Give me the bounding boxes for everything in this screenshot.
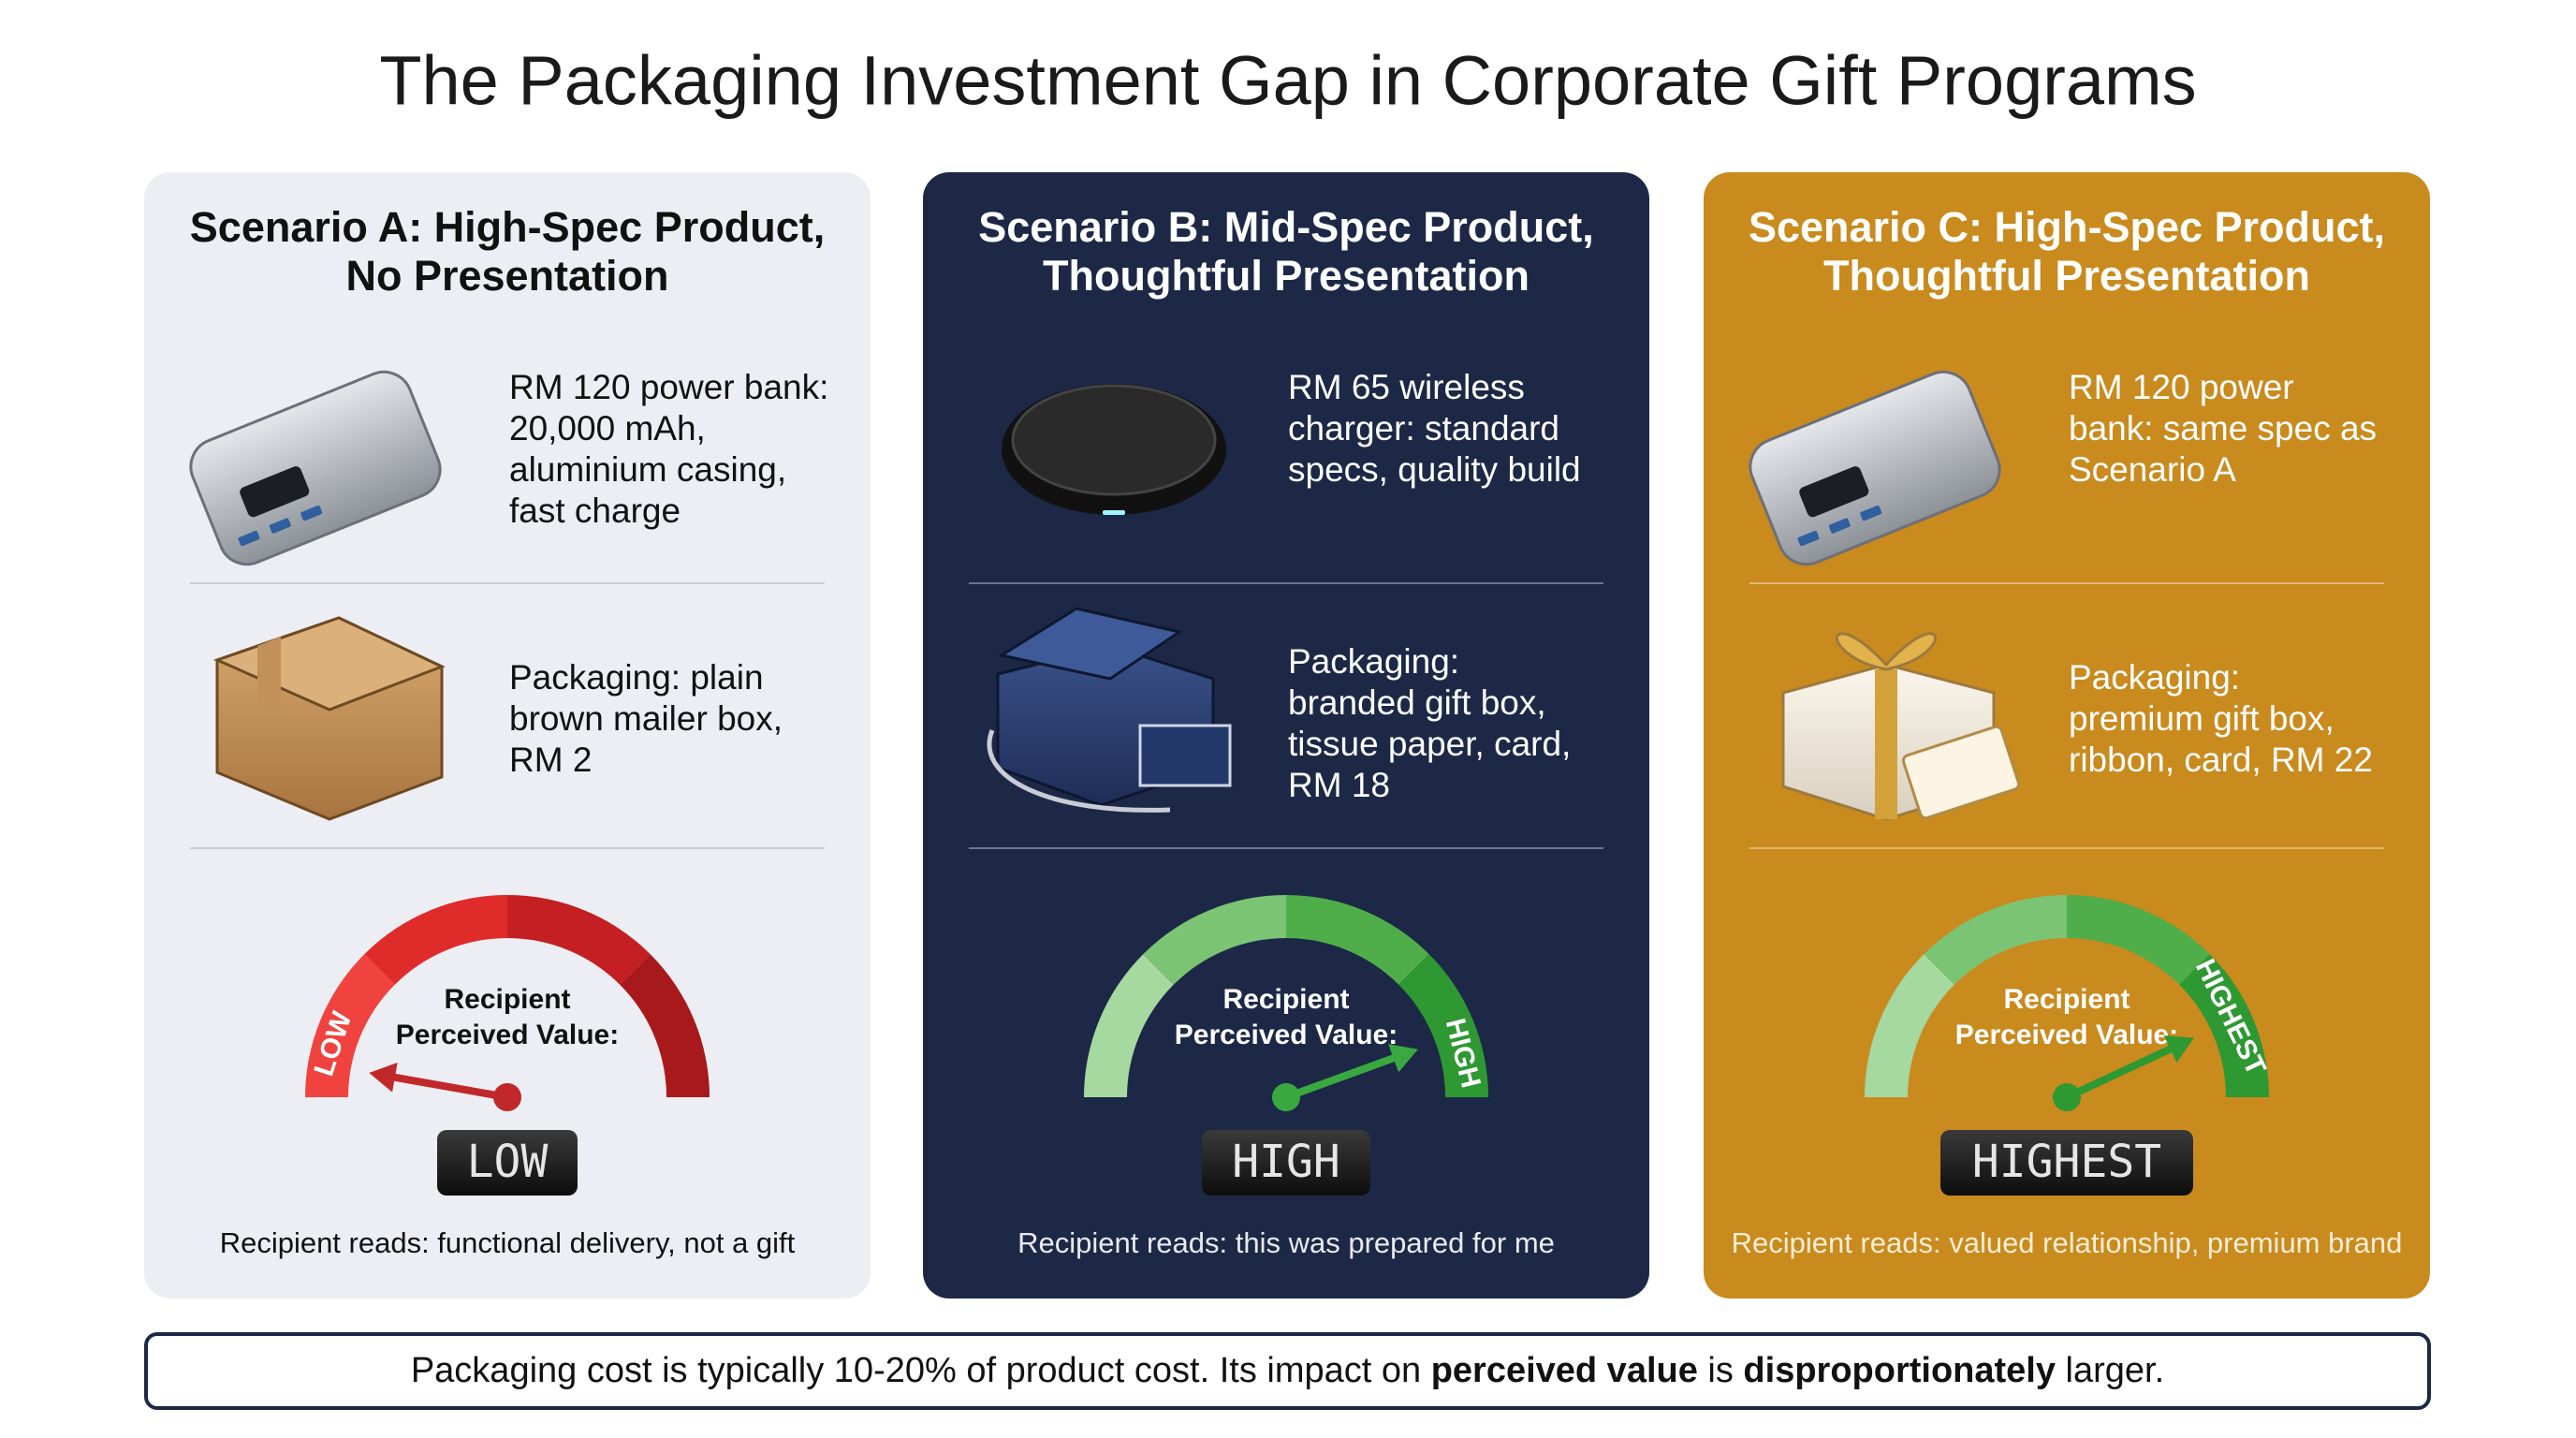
panel-reads: Recipient reads: valued relationship, pr… bbox=[1732, 1226, 2403, 1259]
tape bbox=[257, 637, 281, 716]
footer-text: larger. bbox=[2056, 1351, 2165, 1390]
packaging-text: Packaging: bbox=[1288, 642, 1459, 681]
gauge-label: Recipient bbox=[2003, 984, 2130, 1015]
gauge-segment bbox=[305, 954, 395, 1097]
gauge-label: Recipient bbox=[444, 984, 570, 1015]
needle-hub bbox=[1272, 1083, 1300, 1111]
usb-port bbox=[1828, 518, 1851, 534]
gauge-display bbox=[437, 1130, 578, 1196]
ribbon bbox=[987, 729, 1171, 813]
panel-title: Scenario B: Mid-Spec Product, bbox=[978, 203, 1594, 251]
packaging-text: ribbon, card, RM 22 bbox=[2069, 741, 2373, 779]
gauge-display-text: HIGH bbox=[1232, 1136, 1340, 1188]
packaging-text: premium gift box, bbox=[2069, 699, 2334, 738]
product-text: aluminium casing, bbox=[509, 450, 786, 489]
gauge-display bbox=[1940, 1130, 2193, 1196]
panel-title: Scenario C: High-Spec Product, bbox=[1749, 203, 2385, 251]
card bbox=[1138, 724, 1232, 787]
footer-text: perceived value bbox=[1430, 1351, 1698, 1390]
product-text: fast charge bbox=[509, 492, 681, 530]
gauge-segment bbox=[1286, 895, 1429, 985]
gauge-label: Recipient bbox=[1222, 984, 1349, 1015]
gauge-display bbox=[1202, 1130, 1370, 1196]
product-text: specs, quality build bbox=[1288, 450, 1581, 489]
panel-title: No Presentation bbox=[345, 252, 668, 300]
power-bank-screen bbox=[240, 466, 310, 518]
gauge-segment bbox=[507, 895, 651, 985]
panel-title: Thoughtful Presentation bbox=[1043, 252, 1530, 300]
needle-hub bbox=[493, 1083, 521, 1111]
gauge-label: Perceived Value: bbox=[1175, 1020, 1398, 1050]
product-text: RM 65 wireless bbox=[1288, 368, 1525, 406]
panel-reads: Recipient reads: functional delivery, no… bbox=[220, 1226, 796, 1259]
gift-lid bbox=[998, 607, 1183, 681]
gauge-needle bbox=[1282, 1054, 1398, 1101]
needle-head bbox=[1388, 1044, 1418, 1073]
footer-text: is bbox=[1697, 1351, 1744, 1390]
product-text: Scenario A bbox=[2069, 450, 2236, 489]
packaging-text: Packaging: plain bbox=[509, 658, 764, 697]
power-bank-screen bbox=[1799, 466, 1869, 518]
gauge-segment bbox=[1143, 895, 1286, 985]
gauge-display-text: HIGHEST bbox=[1972, 1136, 2161, 1188]
packaging-text: branded gift box, bbox=[1288, 683, 1546, 722]
usb-port bbox=[1860, 505, 1882, 521]
usb-port bbox=[300, 505, 323, 521]
gauge-segment bbox=[2067, 895, 2210, 985]
gauge-label: Perceived Value: bbox=[396, 1020, 619, 1050]
product-text: 20,000 mAh, bbox=[509, 409, 706, 448]
needle-head bbox=[2163, 1034, 2194, 1063]
product-text: bank: same spec as bbox=[2069, 409, 2377, 448]
product-text: charger: standard bbox=[1288, 409, 1559, 448]
gauge-segment bbox=[1865, 954, 1954, 1097]
gauge-needle bbox=[390, 1073, 511, 1101]
page-title: The Packaging Investment Gap in Corporat… bbox=[379, 42, 2196, 120]
scenario-panel: Scenario C: High-Spec Product,Thoughtful… bbox=[1704, 172, 2430, 1299]
packaging-text: RM 2 bbox=[509, 741, 592, 779]
gauge-segment bbox=[1924, 895, 2067, 985]
packaging-text: Packaging: bbox=[2069, 658, 2240, 697]
gauge-segment bbox=[2179, 954, 2269, 1097]
footer-text: disproportionately bbox=[1743, 1351, 2056, 1390]
product-text: RM 120 power bbox=[2069, 368, 2294, 406]
footer-text: Packaging cost is typically 10-20% of pr… bbox=[410, 1351, 1431, 1390]
panel-reads: Recipient reads: this was prepared for m… bbox=[1017, 1226, 1555, 1259]
bow bbox=[1836, 632, 1937, 671]
gauge-segment bbox=[1084, 954, 1174, 1097]
scenario-panel: Scenario B: Mid-Spec Product,Thoughtful … bbox=[923, 172, 1649, 1299]
ribbon-vertical bbox=[1875, 669, 1897, 819]
gauge-label: Perceived Value: bbox=[1955, 1020, 2178, 1050]
panel-title: Scenario A: High-Spec Product, bbox=[190, 203, 825, 251]
gauge-display-text: LOW bbox=[467, 1136, 549, 1188]
scenario-panel: Scenario A: High-Spec Product,No Present… bbox=[144, 172, 871, 1299]
packaging-text: RM 18 bbox=[1288, 766, 1390, 804]
gauge-segment bbox=[620, 954, 710, 1097]
packaging-text: brown mailer box, bbox=[509, 699, 783, 738]
packaging-text: tissue paper, card, bbox=[1288, 725, 1571, 763]
usb-port bbox=[1797, 530, 1820, 547]
gift-card bbox=[1901, 725, 2021, 820]
gauge-segment bbox=[364, 895, 507, 985]
usb-port bbox=[269, 518, 291, 534]
needle-head bbox=[369, 1063, 398, 1093]
usb-port bbox=[238, 530, 260, 547]
gauge-needle bbox=[2063, 1045, 2174, 1101]
charger-led bbox=[1103, 510, 1125, 515]
gauge-segment bbox=[1398, 954, 1488, 1097]
product-text: RM 120 power bank: bbox=[509, 368, 828, 406]
panel-title: Thoughtful Presentation bbox=[1823, 252, 2310, 300]
charger-top bbox=[1011, 384, 1217, 496]
needle-hub bbox=[2053, 1083, 2081, 1111]
footer-note: Packaging cost is typically 10-20% of pr… bbox=[144, 1332, 2431, 1410]
